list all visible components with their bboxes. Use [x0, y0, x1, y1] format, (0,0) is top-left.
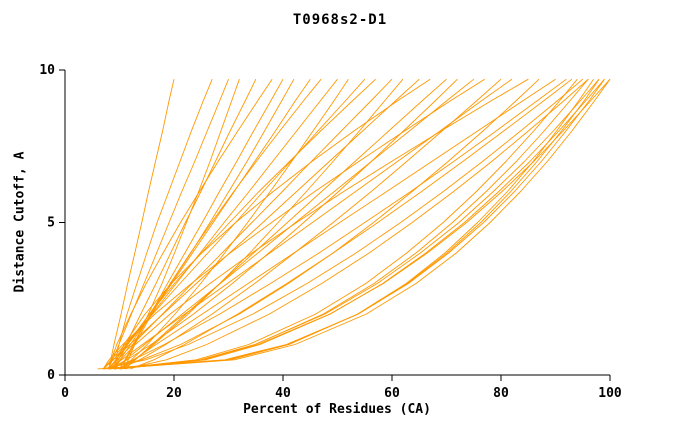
model-curve [102, 78, 295, 370]
x-tick-label: 20 [166, 386, 182, 401]
x-axis-label: Percent of Residues (CA) [243, 402, 431, 417]
model-curve [124, 78, 589, 370]
x-tick-label: 80 [493, 386, 509, 401]
model-curve [113, 78, 600, 370]
model-curve [108, 78, 273, 370]
model-curve [113, 78, 311, 370]
model-curve [130, 78, 573, 370]
model-curve [113, 78, 475, 370]
model-curve [124, 78, 322, 370]
model-curve [102, 78, 485, 370]
model-curve [113, 78, 431, 370]
model-curve [108, 79, 229, 370]
x-tick-label: 100 [598, 386, 622, 401]
model-curve [119, 78, 605, 370]
model-curve [108, 78, 567, 370]
x-tick-label: 60 [384, 386, 400, 401]
y-tick-label: 10 [39, 63, 55, 78]
model-curve [119, 78, 589, 370]
y-axis-label: Distance Cutoff, A [12, 151, 28, 293]
chart-title: T0968s2-D1 [292, 12, 388, 28]
model-curve [119, 78, 349, 370]
model-curve [108, 78, 458, 370]
x-tick-label: 40 [275, 386, 291, 401]
model-curve [103, 78, 540, 370]
model-curve [113, 78, 611, 370]
model-curve [97, 78, 605, 370]
model-curve [113, 78, 376, 370]
model-curve [113, 79, 213, 369]
model-curve [113, 78, 529, 370]
model-curve [108, 78, 393, 370]
model-curve [119, 78, 502, 370]
model-curve [102, 78, 420, 370]
model-curve [108, 79, 175, 370]
y-tick-label: 0 [47, 368, 55, 383]
model-curve [119, 78, 284, 370]
model-curve [113, 78, 578, 370]
model-curve [119, 78, 556, 370]
model-curve [108, 78, 611, 370]
model-curve [108, 78, 513, 370]
model-curve [119, 78, 404, 370]
model-curve [108, 78, 594, 370]
y-tick-label: 5 [47, 216, 55, 231]
model-curve [124, 78, 447, 370]
x-tick-label: 0 [61, 386, 69, 401]
model-curve [103, 78, 584, 370]
